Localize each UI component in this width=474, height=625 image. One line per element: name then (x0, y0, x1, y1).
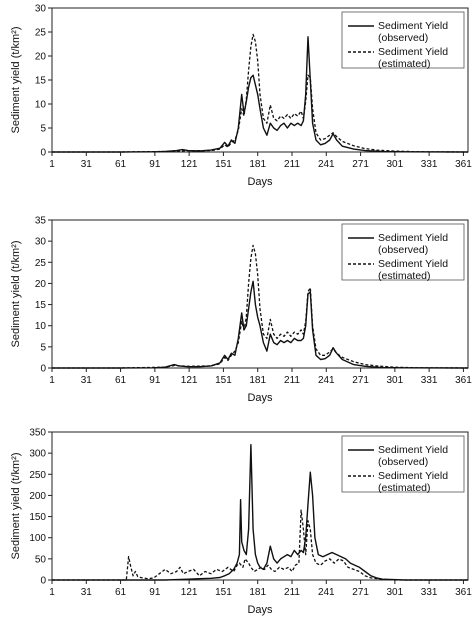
plot-area (51, 431, 469, 581)
x-tick-label: 331 (421, 587, 438, 598)
legend: Sediment Yield (observed)Sediment Yield (e… (341, 223, 465, 282)
x-axis-label: Days (247, 392, 273, 404)
x-tick-label: 301 (387, 587, 404, 598)
y-tick-label: 100 (29, 533, 46, 544)
plot-area (51, 219, 469, 369)
x-tick-label: 61 (115, 159, 127, 170)
series-line-observed (52, 444, 468, 581)
x-tick-label: 151 (215, 375, 232, 386)
y-axis-label: Sediment yield (t/km²) (10, 453, 22, 560)
x-tick-label: 121 (181, 587, 198, 598)
y-axis-label: Sediment yield (t/km²) (10, 27, 22, 134)
y-tick-label: 200 (29, 491, 46, 502)
legend: Sediment Yield (observed)Sediment Yield (e… (341, 11, 465, 70)
legend-box (341, 11, 465, 69)
x-tick-label: 151 (215, 159, 232, 170)
x-tick-label: 1 (49, 159, 55, 170)
legend-label: Sediment Yield (estimated) (378, 46, 448, 70)
y-tick-label: 15 (35, 300, 47, 311)
x-tick-label: 301 (387, 375, 404, 386)
x-tick-label: 361 (455, 587, 472, 598)
x-tick-label: 271 (352, 587, 369, 598)
x-tick-label: 241 (318, 587, 335, 598)
x-tick-label: 361 (455, 375, 472, 386)
legend-label: Sediment Yield (observed) (378, 20, 448, 44)
series-line-observed (52, 280, 469, 369)
x-tick-label: 241 (318, 375, 335, 386)
sediment-yield-chart-2: 0 5 10 15 20 25 30 35 1 31 61 91 121 151 181 211 241 271 3… (10, 216, 472, 405)
x-tick-label: 151 (215, 587, 232, 598)
legend-label: Sediment Yield (estimated) (378, 470, 448, 494)
x-tick-label: 211 (284, 375, 300, 386)
y-tick-label: 5 (40, 124, 46, 135)
x-tick-label: 361 (455, 159, 472, 170)
x-tick-label: 91 (149, 375, 161, 386)
x-tick-label: 271 (352, 375, 369, 386)
y-axis-label: Sediment yield (t/km²) (10, 241, 22, 348)
x-tick-label: 1 (49, 375, 55, 386)
y-tick-label: 0 (40, 148, 46, 159)
x-tick-label: 31 (81, 159, 93, 170)
legend-label: Sediment Yield (observed) (378, 444, 448, 468)
x-tick-label: 31 (81, 587, 93, 598)
legend-box (341, 435, 465, 493)
x-tick-label: 61 (115, 375, 127, 386)
x-tick-label: 121 (181, 159, 198, 170)
x-tick-label: 181 (249, 159, 266, 170)
x-tick-label: 91 (149, 159, 161, 170)
y-tick-label: 25 (35, 258, 47, 269)
chart-panel-2: 0 5 10 15 20 25 30 35 1 31 61 91 121 151 181 211 241 271 3… (0, 212, 474, 412)
y-tick-label: 50 (35, 554, 47, 565)
sediment-yield-chart-3: 0 50 100 150 200 250 300 350 1 31 61 91 121 151 181 211… (10, 428, 472, 617)
y-tick-label: 30 (35, 237, 47, 248)
legend: Sediment Yield (observed)Sediment Yield (e… (341, 435, 465, 494)
x-axis-label: Days (247, 176, 273, 188)
y-tick-label: 20 (35, 52, 47, 63)
x-tick-label: 211 (284, 159, 300, 170)
y-tick-label: 10 (35, 100, 47, 111)
y-tick-label: 10 (35, 321, 47, 332)
series-line-estimated (52, 244, 469, 369)
y-tick-label: 350 (29, 428, 46, 439)
y-tick-label: 15 (35, 76, 47, 87)
series-line-estimated (52, 33, 469, 153)
y-tick-label: 35 (35, 216, 47, 227)
legend-box (341, 223, 465, 281)
legend-label: Sediment Yield (observed) (378, 232, 448, 256)
y-tick-label: 0 (40, 364, 46, 375)
chart-panel-1: 0 5 10 15 20 25 30 1 31 61 91 121 151 181 211 241 271 301… (0, 0, 474, 200)
y-tick-label: 0 (40, 576, 46, 587)
x-tick-label: 211 (284, 587, 300, 598)
y-tick-label: 30 (35, 4, 47, 15)
y-tick-label: 5 (40, 342, 46, 353)
x-tick-label: 181 (249, 375, 266, 386)
x-tick-label: 301 (387, 159, 404, 170)
y-tick-label: 25 (35, 28, 47, 39)
y-tick-label: 150 (29, 512, 46, 523)
x-tick-label: 331 (421, 375, 438, 386)
x-tick-label: 181 (249, 587, 266, 598)
x-tick-label: 121 (181, 375, 198, 386)
chart-panel-3: 0 50 100 150 200 250 300 350 1 31 61 91 121 151 181 211… (0, 424, 474, 620)
legend-label: Sediment Yield (estimated) (378, 258, 448, 282)
y-tick-label: 20 (35, 279, 47, 290)
series-line-observed (52, 36, 469, 153)
x-tick-label: 241 (318, 159, 335, 170)
y-tick-label: 250 (29, 470, 46, 481)
y-tick-label: 300 (29, 449, 46, 460)
series-line-estimated (52, 509, 468, 581)
x-tick-label: 61 (115, 587, 127, 598)
x-tick-label: 1 (49, 587, 55, 598)
x-tick-label: 91 (149, 587, 161, 598)
x-tick-label: 331 (421, 159, 438, 170)
x-axis-label: Days (247, 604, 273, 616)
x-tick-label: 31 (81, 375, 93, 386)
x-tick-label: 271 (352, 159, 369, 170)
